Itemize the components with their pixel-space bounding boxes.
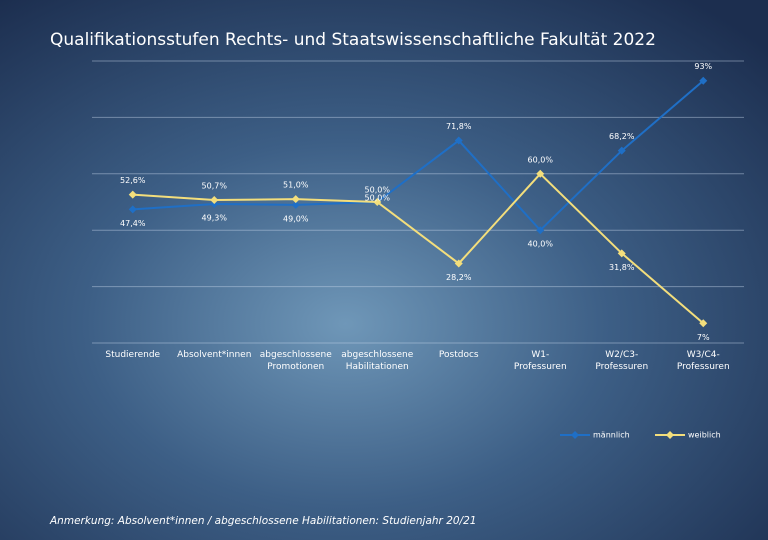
data-label: 40,0% [528, 240, 554, 249]
data-label: 47,4% [120, 219, 146, 228]
data-label: 50,7% [202, 182, 228, 191]
chart-title: Qualifikationsstufen Rechts- und Staatsw… [50, 30, 656, 50]
marker [128, 190, 137, 199]
x-tick-label: W2/C3-Professuren [595, 350, 648, 372]
data-label: 7% [697, 333, 710, 342]
data-label: 93% [694, 62, 712, 71]
legend-marker [666, 431, 674, 439]
data-label: 49,0% [283, 214, 309, 223]
x-tick-label: Postdocs [439, 350, 479, 360]
marker [291, 195, 300, 204]
marker [373, 198, 382, 206]
x-tick-label: W3/C4-Professuren [677, 350, 730, 372]
x-tick-label: Studierende [105, 350, 160, 360]
x-tick-label: abgeschlossene Habilitationen [341, 350, 413, 372]
data-label: 71,8% [446, 122, 472, 131]
series-line [132, 172, 704, 325]
marker [454, 259, 463, 268]
x-tick-label: abgeschlossene Promotionen [260, 350, 332, 372]
x-tick-label: W1-Professuren [514, 350, 567, 372]
marker [454, 136, 463, 145]
series-line [132, 79, 704, 232]
note: Anmerkung: Absolvent*innen / abgeschloss… [49, 515, 476, 527]
marker [291, 200, 300, 209]
marker [210, 196, 219, 205]
data-label: 50,0% [365, 194, 391, 203]
data-label: 49,3% [202, 213, 228, 222]
x-tick-label: Absolvent*innen [177, 350, 251, 360]
data-label: 52,6% [120, 176, 146, 185]
data-label: 60,0% [528, 155, 554, 164]
marker [536, 226, 545, 235]
marker [128, 205, 137, 214]
marker [699, 76, 708, 85]
marker [536, 169, 545, 178]
marker [699, 319, 708, 328]
data-label: 50,0% [365, 186, 391, 195]
data-label: 68,2% [609, 132, 635, 141]
marker [617, 249, 626, 258]
data-label: 28,2% [446, 273, 472, 282]
data-label: 31,8% [609, 263, 635, 272]
legend-label: männlich [593, 431, 630, 440]
legend-label: weiblich [688, 431, 721, 440]
data-label: 51,0% [283, 181, 309, 190]
marker [617, 146, 626, 155]
legend-marker [571, 431, 579, 439]
